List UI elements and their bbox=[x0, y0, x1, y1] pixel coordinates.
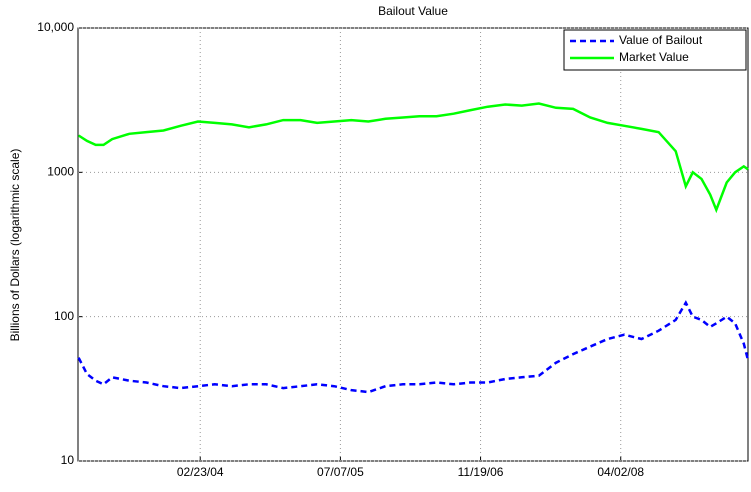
x-tick-label: 02/23/04 bbox=[177, 465, 224, 479]
y-tick-label: 10,000 bbox=[37, 20, 74, 34]
y-tick-label: 1000 bbox=[47, 165, 74, 179]
y-tick-label: 100 bbox=[54, 309, 74, 323]
y-tick-label: 10 bbox=[61, 453, 75, 467]
x-tick-label: 11/19/06 bbox=[458, 465, 504, 479]
plot-area bbox=[77, 27, 749, 462]
chart-title: Bailout Value bbox=[378, 4, 448, 18]
data-line bbox=[77, 102, 749, 214]
y-axis-label: Billions of Dollars (logarithmic scale) bbox=[8, 149, 22, 342]
x-tick-label: 04/02/08 bbox=[597, 465, 644, 479]
legend-box bbox=[563, 29, 747, 71]
data-line bbox=[77, 300, 750, 394]
x-tick-label: 07/07/05 bbox=[317, 465, 364, 479]
legend-label: Market Value bbox=[619, 50, 689, 64]
legend-label: Value of Bailout bbox=[619, 33, 703, 47]
